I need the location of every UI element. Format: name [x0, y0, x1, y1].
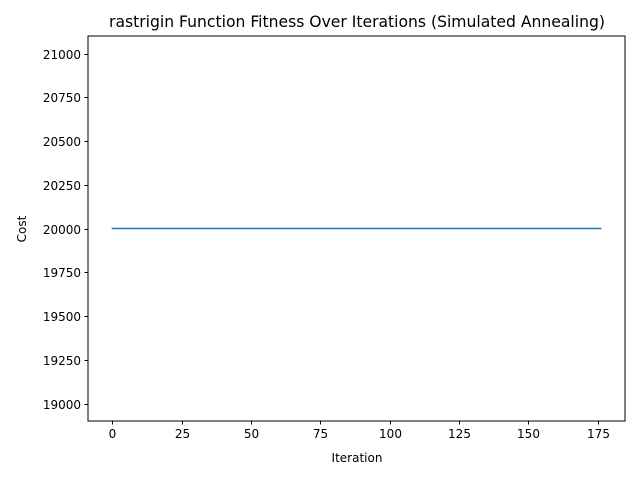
x-tick-label-25: 25 [175, 427, 190, 441]
y-tick-label-20250: 20250 [43, 179, 81, 193]
y-tick-label-21000: 21000 [43, 48, 81, 62]
x-tick-label-100: 100 [379, 427, 402, 441]
y-axis-label: Cost [15, 215, 29, 242]
x-tick-label-75: 75 [313, 427, 328, 441]
x-tick-label-175: 175 [587, 427, 610, 441]
plot-frame [87, 35, 626, 422]
y-tick-label-20000: 20000 [43, 223, 81, 237]
y-tick-label-20500: 20500 [43, 135, 81, 149]
x-tick-label-0: 0 [109, 427, 117, 441]
y-tick-label-19000: 19000 [43, 398, 81, 412]
x-tick-label-125: 125 [448, 427, 471, 441]
y-tick-label-19250: 19250 [43, 354, 81, 368]
chart-title: rastrigin Function Fitness Over Iteratio… [109, 13, 605, 31]
y-tick-label-19750: 19750 [43, 266, 81, 280]
x-axis-label: Iteration [332, 451, 383, 465]
plot-area: 0 25 50 75 100 125 150 175 19000 19250 19500 19750 2… [43, 35, 626, 441]
y-tick-label-20750: 20750 [43, 91, 81, 105]
x-tick-label-50: 50 [244, 427, 259, 441]
x-tick-label-150: 150 [517, 427, 540, 441]
y-tick-label-19500: 19500 [43, 310, 81, 324]
